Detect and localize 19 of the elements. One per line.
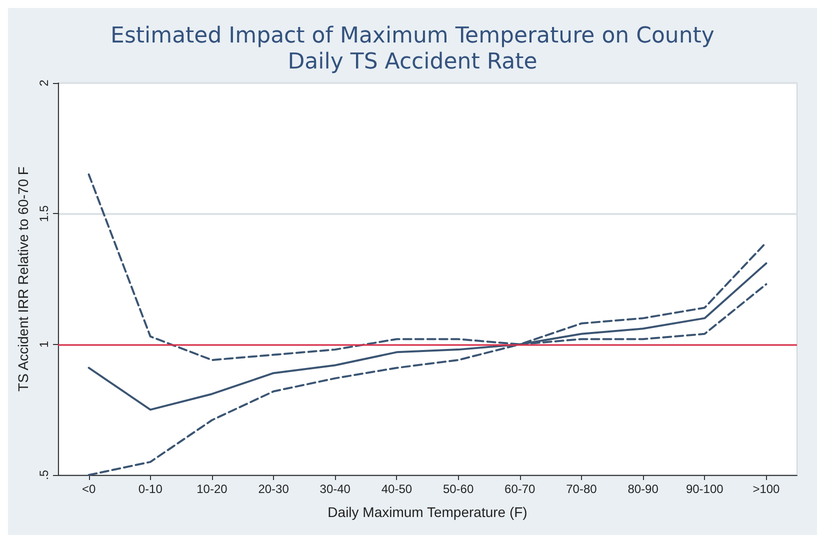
y-tick-label: 1 — [37, 340, 51, 348]
x-tick-label: 20-30 — [258, 482, 290, 496]
x-tick-label: 60-70 — [504, 482, 536, 496]
chart-title: Estimated Impact of Maximum Temperature on County Daily TS Accident Rate — [110, 24, 714, 74]
y-axis-title: TS Accident IRR Relative to 60-70 F — [15, 166, 31, 392]
y-tick-label: 1.5 — [37, 205, 51, 222]
x-tick-label: >100 — [752, 482, 780, 496]
y-tick-label: .5 — [37, 470, 51, 480]
x-tick-label: 80-90 — [628, 482, 659, 496]
y-tick-label: 2 — [37, 79, 51, 86]
x-tick-label: 30-40 — [320, 482, 351, 496]
x-tick-label: 40-50 — [381, 482, 412, 496]
x-tick-label: 50-60 — [442, 482, 474, 496]
x-tick-label: 10-20 — [196, 482, 228, 496]
x-tick-label: <0 — [82, 482, 96, 496]
x-axis-title: Daily Maximum Temperature (F) — [328, 504, 528, 520]
x-tick-label: 0-10 — [138, 482, 163, 496]
x-tick-label: 70-80 — [566, 482, 598, 496]
x-tick-label: 90-100 — [686, 482, 724, 496]
